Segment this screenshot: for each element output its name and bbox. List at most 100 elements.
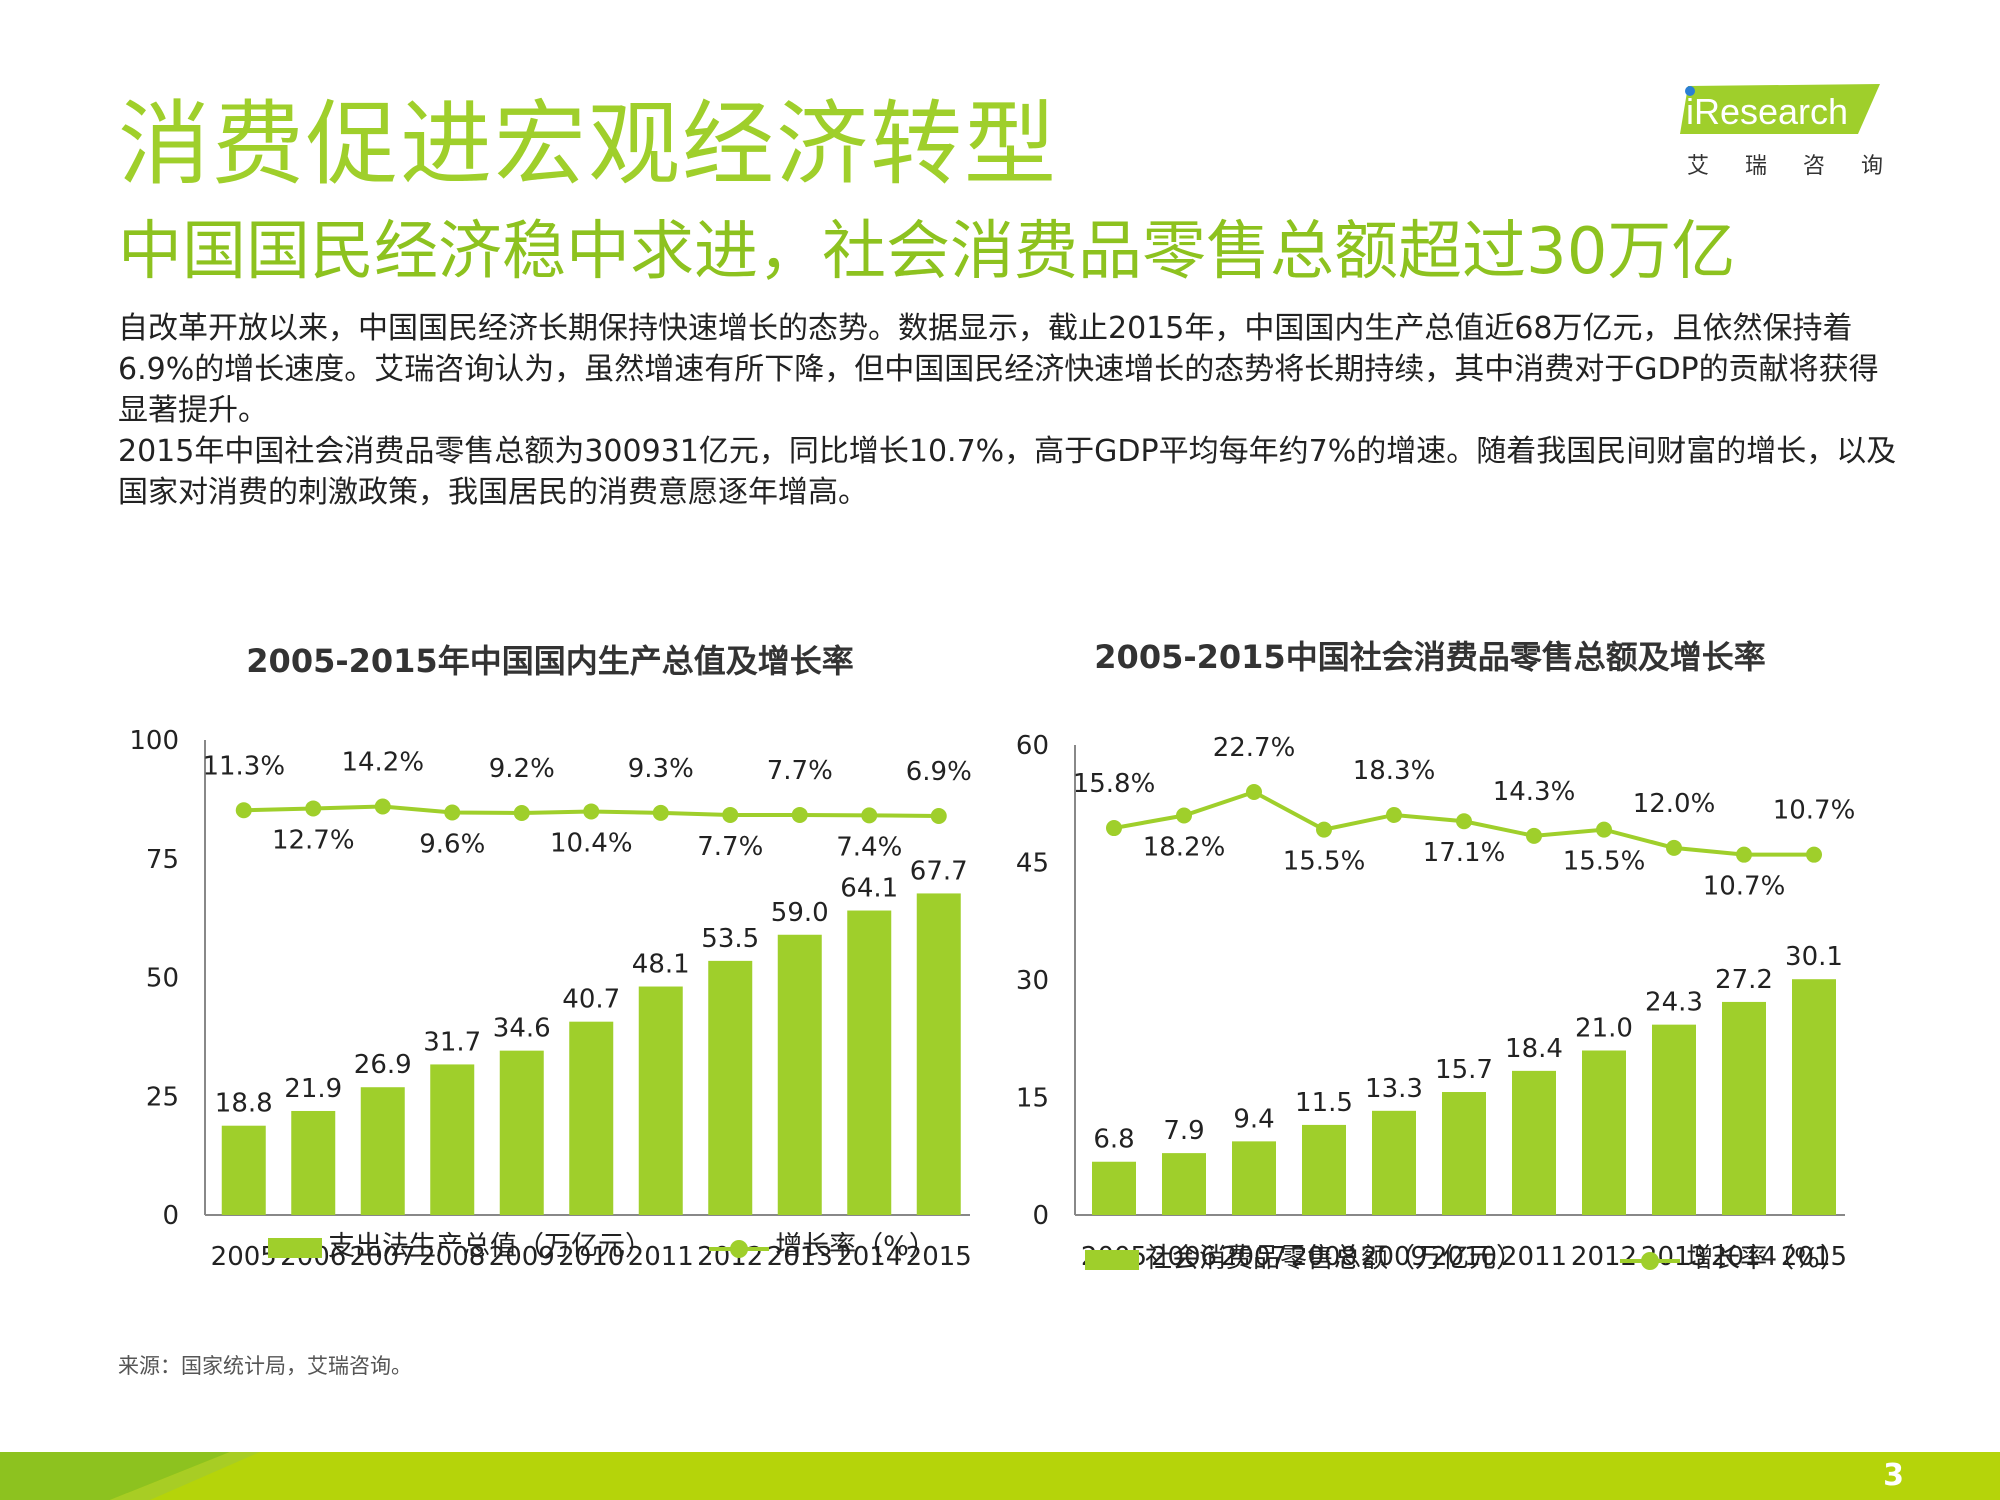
bar-value-label: 18.4 [1505,1034,1563,1064]
y-tick-label: 60 [1016,731,1049,761]
growth-point [583,803,600,820]
growth-value-label: 9.3% [628,754,694,784]
growth-point [1316,821,1332,838]
x-tick-label: 2015 [906,1242,972,1272]
growth-value-label: 10.7% [1773,796,1856,826]
growth-value-label: 7.4% [836,832,902,862]
bar [499,1050,544,1215]
growth-value-label: 7.7% [767,756,833,786]
bar-value-label: 59.0 [771,898,829,928]
y-tick-label: 15 [1016,1084,1049,1114]
bar-value-label: 13.3 [1365,1074,1423,1104]
footer-bar [0,1452,2000,1500]
bar-value-label: 11.5 [1295,1088,1353,1118]
growth-point [861,807,878,824]
x-tick-label: 2014 [1711,1242,1777,1272]
x-tick-label: 2011 [628,1242,694,1272]
gdp-legend: 支出法生产总值（万亿元） 增长率（%） [268,1224,936,1263]
bar-value-label: 21.0 [1575,1014,1633,1044]
x-tick-label: 2005 [211,1242,277,1272]
retail-chart: 2005-2015中国社会消费品零售总额及增长率 0 15 30 45 60 6.8 200… [990,630,1870,1280]
growth-point [652,804,669,821]
growth-value-label: 11.3% [202,751,285,781]
bar [847,910,892,1215]
growth-point [1456,813,1472,830]
iresearch-logo-mark: iResearch [1680,84,1880,134]
x-tick-label: 2012 [1571,1242,1637,1272]
x-tick-label: 2007 [350,1242,416,1272]
growth-value-label: 9.6% [419,829,485,859]
bar-value-label: 48.1 [632,950,690,980]
bar [1372,1110,1416,1215]
bar-value-label: 30.1 [1785,942,1843,972]
growth-point [305,800,322,817]
x-tick-label: 2006 [1151,1242,1217,1272]
bar-value-label: 53.5 [701,924,759,954]
y-tick-label: 100 [129,726,179,756]
growth-point [1666,839,1682,856]
gdp-legend-line-label: 增长率（%） [775,1231,936,1262]
growth-point [1526,827,1542,844]
bar [1722,1001,1766,1215]
bar [1582,1050,1626,1215]
bar-value-label: 40.7 [562,985,620,1015]
bar-value-label: 64.1 [840,874,898,904]
bar [291,1110,336,1215]
growth-point [791,806,808,823]
bar [1232,1141,1276,1215]
bar-value-label: 21.9 [284,1074,342,1104]
x-tick-label: 2015 [1781,1242,1847,1272]
body-paragraph-1: 自改革开放以来，中国国民经济长期保持快速增长的态势。数据显示，截止2015年，中… [118,311,1879,428]
bar [221,1125,266,1215]
x-tick-label: 2014 [836,1242,902,1272]
bar-value-label: 67.7 [910,856,968,886]
x-tick-label: 2011 [1501,1242,1567,1272]
y-tick-label: 45 [1016,849,1049,879]
retail-chart-plot: 0153045606.820057.920069.4200711.5200813… [1016,731,1856,1272]
bar-value-label: 26.9 [354,1050,412,1080]
x-tick-label: 2010 [1431,1242,1497,1272]
growth-value-label: 12.7% [272,825,355,855]
growth-point [235,802,252,819]
growth-value-label: 15.5% [1283,847,1366,877]
bar-value-label: 24.3 [1645,988,1703,1018]
growth-value-label: 18.2% [1143,833,1226,863]
bar-value-label: 9.4 [1233,1104,1274,1134]
page-title: 消费促进宏观经济转型 [118,91,1059,198]
bar [569,1021,614,1215]
bar [1092,1161,1136,1215]
x-tick-label: 2008 [419,1242,485,1272]
retail-chart-title: 2005-2015中国社会消费品零售总额及增长率 [1094,638,1766,676]
page-subtitle: 中国国民经济稳中求进，社会消费品零售总额超过30万亿 [118,215,1736,289]
source-note: 来源：国家统计局，艾瑞咨询。 [118,1354,412,1378]
bar-value-label: 6.8 [1093,1125,1134,1155]
bar [1162,1153,1206,1215]
y-tick-label: 75 [146,845,179,875]
growth-value-label: 10.4% [550,828,633,858]
growth-point [513,805,530,822]
gdp-chart-plot: 025507510018.8200521.9200626.9200731.720… [129,726,972,1272]
y-tick-label: 25 [146,1082,179,1112]
iresearch-logo: iResearch [1680,76,1895,176]
growth-point [1806,846,1822,863]
retail-legend-bar-label: 社会消费品零售总额（万亿元） [1145,1243,1523,1274]
bar [708,960,753,1215]
bar [1652,1024,1696,1215]
growth-point [1736,846,1752,863]
logo-subtitle: 艾瑞咨询 [1687,154,1920,179]
retail-legend: 社会消费品零售总额（万亿元） 增长率（%） [1085,1236,1847,1275]
bar-value-label: 15.7 [1435,1055,1493,1085]
body-text: 自改革开放以来，中国国民经济长期保持快速增长的态势。数据显示，截止2015年，中… [118,308,1898,513]
bar-value-label: 7.9 [1163,1116,1204,1146]
growth-value-label: 14.2% [341,748,424,778]
growth-point [1176,807,1192,824]
x-tick-label: 2010 [558,1242,624,1272]
x-tick-label: 2007 [1221,1242,1287,1272]
growth-value-label: 14.3% [1493,777,1576,807]
legend-line-swatch [709,1238,770,1258]
bar [916,893,961,1215]
bar-value-label: 31.7 [423,1027,481,1057]
y-tick-label: 50 [146,964,179,994]
bar [1512,1070,1556,1215]
legend-bar-swatch [268,1237,322,1258]
